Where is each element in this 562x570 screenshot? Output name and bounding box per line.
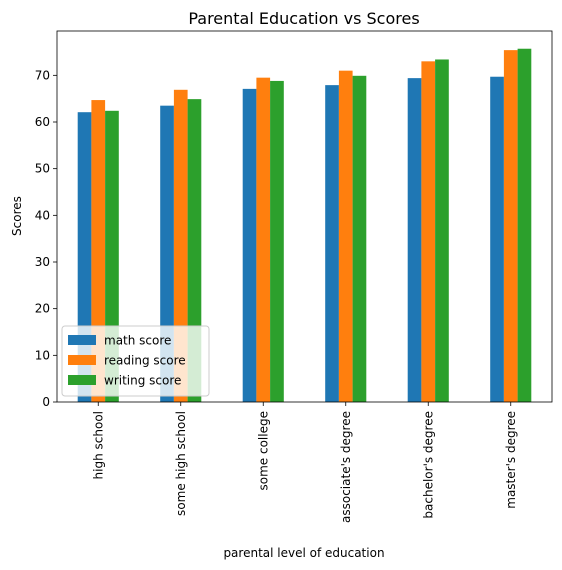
legend-swatch-writing-score bbox=[68, 375, 96, 385]
x-axis-title: parental level of education bbox=[223, 546, 384, 560]
x-tick-label: associate's degree bbox=[339, 411, 353, 523]
legend-swatch-reading-score bbox=[68, 355, 96, 365]
legend-label-reading-score: reading score bbox=[104, 354, 186, 368]
x-tick-label: master's degree bbox=[504, 411, 518, 509]
y-tick-label: 70 bbox=[35, 68, 50, 82]
legend-swatch-math-score bbox=[68, 335, 96, 345]
bar-reading-score-2 bbox=[256, 77, 271, 403]
axes-layer: 0 10 20 30 40 50 60 70 high school some high scho… bbox=[35, 30, 553, 523]
plot-frame bbox=[56, 30, 553, 403]
y-tick-label: 40 bbox=[35, 208, 50, 222]
bar-reading-score-3 bbox=[338, 70, 353, 403]
bar-reading-score-4 bbox=[421, 61, 436, 402]
bar-math-score-4 bbox=[407, 78, 422, 402]
bar-writing-score-4 bbox=[435, 59, 449, 402]
x-tick-label: some high school bbox=[174, 411, 188, 516]
y-tick-label: 0 bbox=[42, 395, 50, 409]
y-tick-label: 10 bbox=[35, 348, 50, 362]
y-tick-label: 60 bbox=[35, 115, 50, 129]
chart-title: Parental Education vs Scores bbox=[188, 9, 419, 28]
legend: math score reading score writing score bbox=[61, 325, 210, 397]
bar-writing-score-5 bbox=[517, 48, 532, 402]
x-tick-label: high school bbox=[91, 411, 105, 479]
y-tick-label: 30 bbox=[35, 255, 50, 269]
bar-math-score-3 bbox=[325, 85, 339, 402]
legend-label-writing-score: writing score bbox=[104, 374, 181, 388]
y-tick-label: 50 bbox=[35, 162, 50, 176]
x-tick-label: bachelor's degree bbox=[421, 411, 435, 519]
y-axis-title: Scores bbox=[10, 196, 24, 236]
legend-label-math-score: math score bbox=[104, 334, 171, 348]
bars-layer bbox=[77, 48, 532, 403]
bar-math-score-5 bbox=[490, 76, 504, 402]
bar-reading-score-1 bbox=[173, 89, 188, 403]
y-tick-label: 20 bbox=[35, 302, 50, 316]
bar-writing-score-2 bbox=[270, 80, 284, 403]
legend-box bbox=[61, 325, 210, 397]
bar-reading-score-5 bbox=[503, 50, 518, 402]
bar-writing-score-3 bbox=[352, 75, 367, 403]
x-tick-label: some college bbox=[256, 411, 270, 490]
bar-math-score-2 bbox=[242, 88, 257, 403]
